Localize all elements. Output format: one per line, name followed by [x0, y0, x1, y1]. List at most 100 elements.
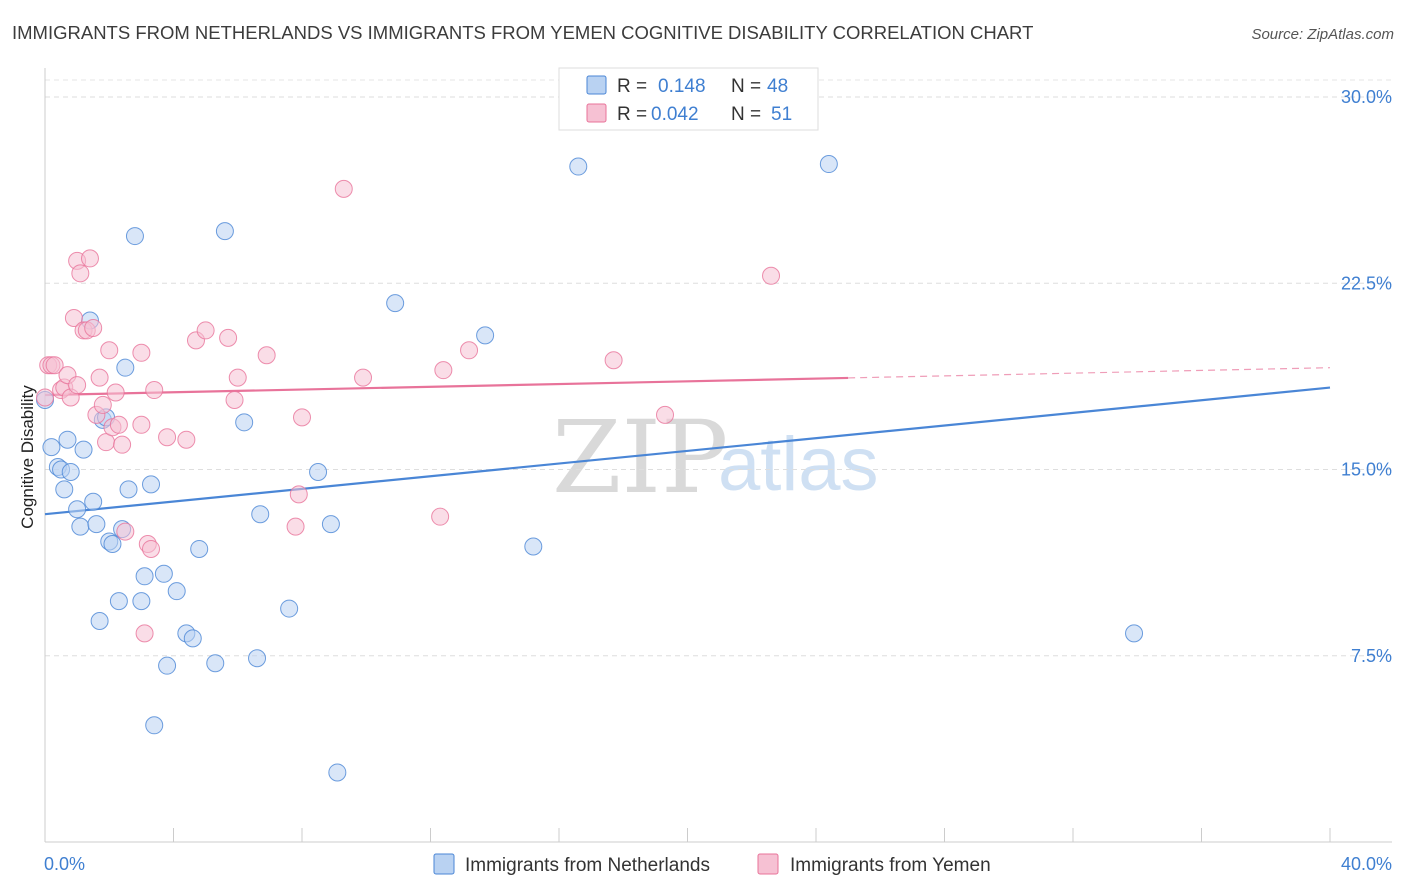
- point-s1-30: [142, 539, 161, 558]
- point-s1-31: [145, 381, 164, 400]
- trend-line-1-extension: [848, 367, 1331, 379]
- series-1-points: [36, 179, 781, 643]
- point-s0-4: [55, 480, 74, 499]
- point-s1-23: [109, 415, 128, 434]
- point-s1-24: [113, 435, 132, 454]
- point-s1-26: [132, 415, 151, 434]
- point-s1-0: [36, 388, 54, 407]
- point-s0-29: [167, 582, 186, 601]
- series-0-points: [36, 155, 1144, 782]
- point-s1-42: [293, 408, 311, 427]
- point-s0-18: [109, 592, 128, 611]
- bottom-legend-swatch-netherlands: [433, 853, 455, 875]
- point-s0-38: [280, 599, 299, 618]
- point-s0-11: [84, 492, 103, 511]
- point-s0-35: [235, 413, 254, 432]
- legend-n-label-netherlands: N =: [731, 76, 761, 97]
- y-tick-label-0: 7.5%: [1351, 646, 1392, 666]
- point-s0-21: [119, 480, 138, 499]
- point-s1-25: [116, 522, 135, 541]
- point-s1-20: [100, 341, 119, 360]
- trend-lines: [44, 367, 1331, 516]
- point-s0-17: [103, 535, 122, 553]
- point-s1-17: [90, 368, 109, 387]
- point-s1-40: [286, 517, 305, 536]
- point-s1-39: [257, 346, 276, 365]
- point-s1-49: [656, 405, 675, 424]
- point-s1-3: [45, 356, 64, 375]
- y-tick-label-2: 22.5%: [1341, 273, 1392, 293]
- point-s1-44: [354, 368, 373, 387]
- x-tick-label-min: 0.0%: [44, 854, 85, 874]
- legend-r-value-netherlands: 0.148: [658, 76, 706, 97]
- trend-line-1: [44, 376, 849, 397]
- point-s0-9: [74, 440, 93, 459]
- point-s0-24: [135, 567, 154, 586]
- x-tick-label-max: 40.0%: [1341, 854, 1392, 874]
- legend-swatch-yemen: [586, 103, 607, 123]
- trend-line-0: [44, 386, 1331, 516]
- point-s1-47: [460, 341, 479, 360]
- watermark-zip: ZIP: [552, 399, 728, 516]
- point-s1-35: [196, 321, 215, 340]
- point-s1-22: [106, 383, 125, 402]
- point-s0-47: [1125, 624, 1144, 643]
- legend-swatch-netherlands: [586, 75, 607, 95]
- point-s0-27: [154, 564, 173, 583]
- bottom-legend-label-netherlands: Immigrants from Netherlands: [465, 855, 710, 876]
- point-s1-14: [80, 249, 99, 268]
- point-s1-27: [132, 343, 151, 362]
- point-s0-13: [90, 611, 109, 630]
- point-s0-31: [183, 629, 202, 648]
- point-s1-9: [68, 376, 87, 395]
- legend-box: R = 0.148 N = 48 R = 0.042 N = 51: [558, 67, 819, 131]
- point-s0-41: [328, 763, 347, 782]
- point-s1-45: [431, 507, 450, 526]
- point-s0-26: [145, 716, 164, 735]
- point-s1-41: [289, 485, 308, 504]
- legend-n-label-yemen: N =: [731, 104, 761, 125]
- point-s1-33: [177, 430, 196, 449]
- point-s1-11: [71, 264, 90, 283]
- y-axis-label: Cognitive Disability: [18, 385, 37, 529]
- point-s1-50: [762, 266, 781, 285]
- watermark-atlas: atlas: [718, 422, 879, 507]
- point-s0-1: [42, 438, 61, 457]
- y-tick-label-3: 30.0%: [1341, 87, 1392, 107]
- point-s0-39: [309, 462, 328, 481]
- legend-r-label-netherlands: R =: [617, 76, 647, 97]
- point-s0-36: [248, 649, 267, 668]
- point-s0-20: [116, 358, 135, 377]
- point-s1-8: [64, 309, 83, 328]
- point-s0-8: [71, 517, 90, 536]
- point-s0-6: [61, 462, 80, 481]
- bottom-legend-swatch-yemen: [757, 853, 779, 875]
- chart-title: IMMIGRANTS FROM NETHERLANDS VS IMMIGRANT…: [12, 22, 1033, 43]
- bottom-legend-label-yemen: Immigrants from Yemen: [790, 855, 991, 876]
- legend-n-value-netherlands: 48: [767, 76, 788, 97]
- bottom-legend: Immigrants from Netherlands Immigrants f…: [433, 853, 991, 876]
- watermark: ZIP atlas: [552, 399, 879, 516]
- point-s1-36: [219, 328, 238, 347]
- point-s1-38: [228, 368, 247, 387]
- point-s0-33: [206, 654, 225, 673]
- axes: [44, 68, 1392, 843]
- point-s0-42: [386, 294, 405, 313]
- point-s1-15: [84, 318, 103, 337]
- point-s0-28: [158, 656, 177, 675]
- point-s1-48: [604, 351, 623, 370]
- y-tick-labels: 7.5% 15.0% 22.5% 30.0%: [1341, 87, 1392, 666]
- chart-source: Source: ZipAtlas.com: [1251, 26, 1394, 43]
- legend-r-label-yemen: R =: [617, 104, 647, 125]
- point-s1-46: [434, 361, 453, 380]
- gridlines: [45, 79, 1392, 657]
- point-s1-28: [135, 624, 154, 643]
- point-s0-22: [125, 227, 144, 246]
- point-s0-5: [58, 430, 77, 449]
- point-s0-25: [142, 475, 161, 494]
- point-s1-37: [225, 390, 244, 409]
- point-s0-45: [569, 157, 588, 176]
- point-s0-40: [321, 515, 340, 534]
- point-s1-43: [334, 179, 353, 198]
